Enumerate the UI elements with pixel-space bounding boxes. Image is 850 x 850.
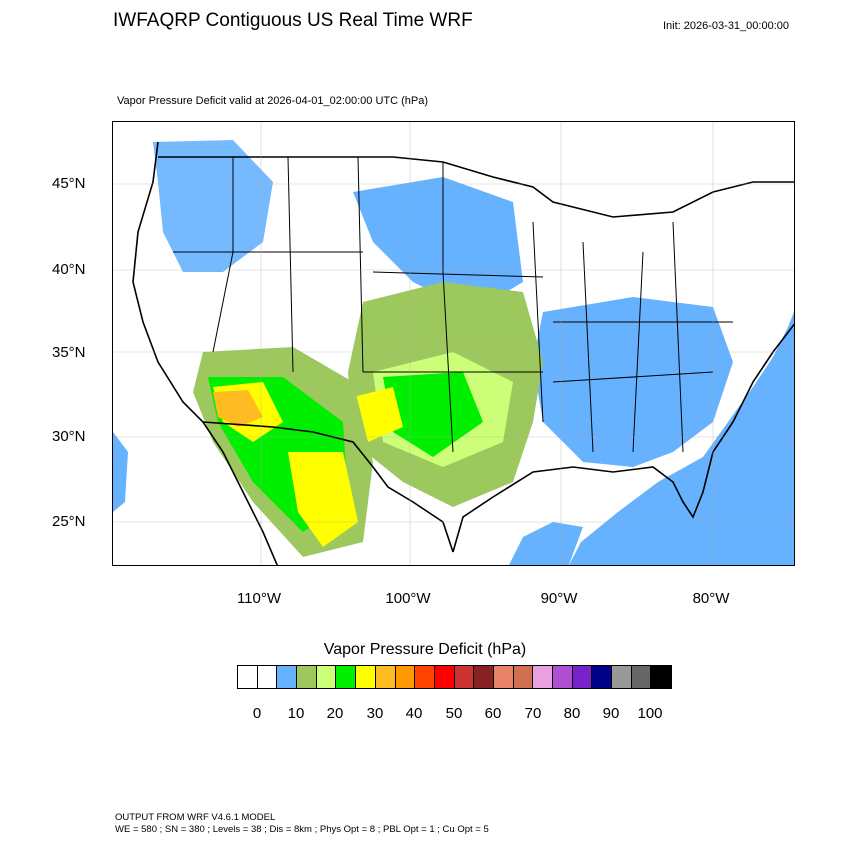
colorbar-tick-90: 90: [602, 705, 620, 722]
colorbar-tick-20: 20: [326, 705, 344, 722]
colorbar-tick-40: 40: [405, 705, 423, 722]
colorbar-swatch: [533, 666, 553, 688]
lat-label-35n: 35°N: [52, 344, 86, 361]
colorbar-swatch: [612, 666, 632, 688]
colorbar-swatch: [336, 666, 357, 688]
atlantic-shading: [569, 312, 794, 565]
colorbar-tick-50: 50: [445, 705, 463, 722]
colorbar-swatch: [238, 666, 258, 688]
vpd-map-canvas: [113, 122, 794, 565]
colorbar-tick-10: 10: [287, 705, 305, 722]
colorbar-swatch: [631, 666, 652, 688]
lon-label-100w: 100°W: [385, 590, 431, 607]
colorbar-swatch: [572, 666, 593, 688]
colorbar-tick-0: 0: [252, 705, 262, 722]
vpd-region-northern-plains: [353, 177, 523, 312]
lon-label-90w: 90°W: [540, 590, 578, 607]
mexico-border: [202, 421, 454, 553]
lon-label-110w: 110°W: [236, 590, 282, 607]
colorbar-swatch: [493, 666, 514, 688]
colorbar-swatch: [316, 666, 337, 688]
lat-label-45n: 45°N: [52, 175, 86, 192]
vpd-region-arizona-orange: [213, 390, 263, 427]
colorbar-swatch: [553, 666, 573, 688]
footer-line-2: WE = 580 ; SN = 380 ; Levels = 38 ; Dis …: [115, 824, 489, 835]
vpd-region-northwest: [153, 140, 273, 272]
canada-border: [158, 156, 794, 218]
footer-line-1: OUTPUT FROM WRF V4.6.1 MODEL: [115, 812, 276, 823]
vpd-region-texas-green: [383, 372, 483, 457]
colorbar: [237, 665, 673, 689]
colorbar-title: Vapor Pressure Deficit (hPa): [323, 641, 527, 658]
colorbar-swatch: [651, 666, 672, 688]
colorbar-tick-70: 70: [524, 705, 542, 722]
init-time-label: Init: 2026-03-31_00:00:00: [663, 20, 789, 32]
colorbar-swatch: [297, 666, 317, 688]
gulf-shading: [509, 522, 583, 565]
colorbar-tick-80: 80: [563, 705, 581, 722]
vpd-region-mexico-yellow: [288, 452, 358, 547]
colorbar-swatch: [375, 666, 396, 688]
model-info-footer: OUTPUT FROM WRF V4.6.1 MODEL WE = 580 ; …: [115, 812, 489, 836]
colorbar-swatch: [356, 666, 376, 688]
gulf-coastline: [452, 323, 794, 553]
west-coastline: [132, 141, 279, 565]
colorbar-tick-30: 30: [366, 705, 384, 722]
colorbar-swatch: [474, 666, 494, 688]
colorbar-swatch: [513, 666, 534, 688]
main-title: IWFAQRP Contiguous US Real Time WRF: [113, 10, 473, 31]
pacific-shading: [113, 432, 128, 512]
lat-label-40n: 40°N: [52, 261, 86, 278]
lon-label-80w: 80°W: [692, 590, 730, 607]
colorbar-tick-100: 100: [637, 705, 663, 722]
colorbar-swatch: [415, 666, 435, 688]
vpd-region-texas-yellow: [353, 387, 403, 442]
map-gridlines: [113, 122, 794, 565]
colorbar-swatch: [592, 666, 613, 688]
colorbar-swatch: [454, 666, 475, 688]
plot-subtitle: Vapor Pressure Deficit valid at 2026-04-…: [117, 95, 429, 107]
colorbar-swatch: [257, 666, 278, 688]
colorbar-tick-60: 60: [484, 705, 502, 722]
vpd-map: [112, 121, 795, 566]
colorbar-swatch: [395, 666, 416, 688]
colorbar-swatch: [434, 666, 455, 688]
lat-label-30n: 30°N: [52, 428, 86, 445]
lat-label-25n: 25°N: [52, 513, 86, 530]
vpd-region-east: [533, 297, 733, 467]
colorbar-swatch: [277, 666, 298, 688]
